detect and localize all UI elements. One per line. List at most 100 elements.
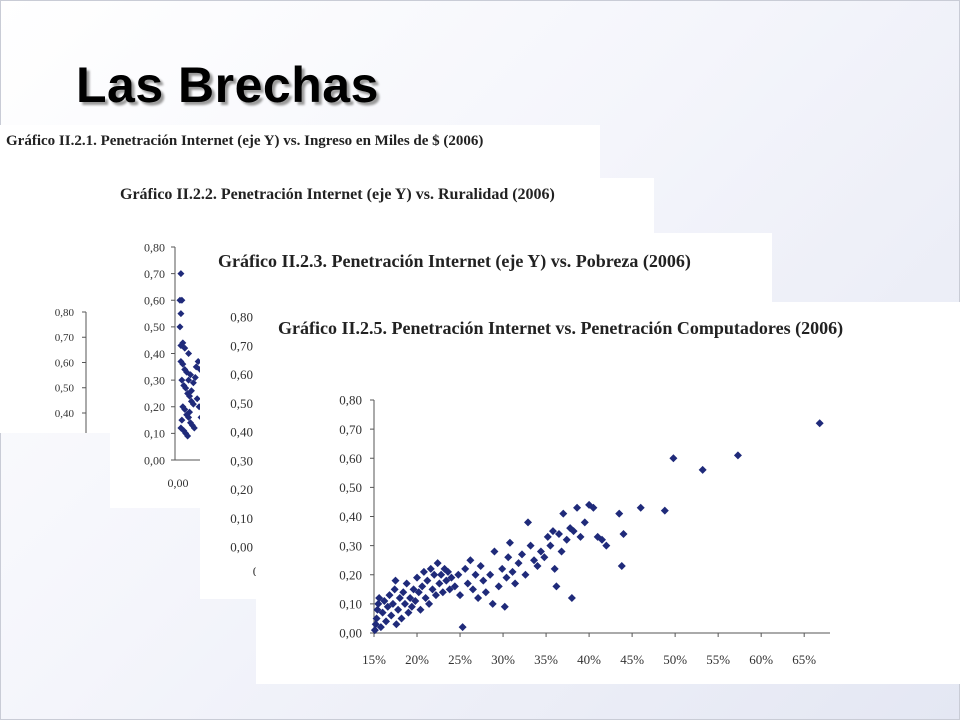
data-point-g225 bbox=[476, 562, 485, 571]
x-tick-label-g225: 55% bbox=[706, 652, 730, 667]
chart-card-computadores: Gráfico II.2.5. Penetración Internet vs.… bbox=[256, 302, 960, 684]
y-tick-label-g225: 0,10 bbox=[339, 597, 362, 612]
data-point-g225 bbox=[374, 599, 383, 608]
y-tick-label-g221: 0,70 bbox=[55, 332, 75, 344]
chart-title-ingreso: Gráfico II.2.1. Penetración Internet (ej… bbox=[6, 133, 484, 149]
data-point-g225 bbox=[636, 503, 645, 512]
x-tick-label-g225: 30% bbox=[491, 652, 515, 667]
data-point-g225 bbox=[391, 576, 400, 585]
data-point-g222 bbox=[181, 405, 189, 413]
y-tick-label-g222: 0,80 bbox=[144, 240, 165, 254]
data-point-g225 bbox=[425, 599, 434, 608]
y-tick-label-g223: 0,10 bbox=[230, 511, 253, 526]
data-point-g222 bbox=[185, 413, 193, 421]
data-point-g225 bbox=[471, 570, 480, 579]
data-point-g222 bbox=[177, 342, 185, 350]
x-tick-label-g225: 25% bbox=[448, 652, 472, 667]
data-point-g225 bbox=[399, 588, 408, 597]
data-point-g222 bbox=[180, 381, 188, 389]
data-point-g222 bbox=[186, 392, 194, 400]
data-point-g222 bbox=[177, 270, 185, 278]
data-point-g225 bbox=[589, 503, 598, 512]
data-point-g225 bbox=[514, 559, 523, 568]
data-point-g225 bbox=[388, 599, 397, 608]
data-point-g225 bbox=[445, 585, 454, 594]
data-point-g225 bbox=[530, 556, 539, 565]
data-point-g225 bbox=[372, 614, 381, 623]
data-point-g225 bbox=[585, 500, 594, 509]
y-tick-label-g223: 0,80 bbox=[230, 310, 253, 325]
data-point-g225 bbox=[536, 547, 545, 556]
data-point-g225 bbox=[490, 547, 499, 556]
data-point-g225 bbox=[376, 623, 385, 632]
data-point-g225 bbox=[413, 573, 422, 582]
x-tick-label-g225: 50% bbox=[663, 652, 687, 667]
data-point-g222 bbox=[182, 384, 190, 392]
y-tick-label-g222: 0,60 bbox=[144, 294, 165, 308]
data-point-g225 bbox=[602, 541, 611, 550]
data-point-g225 bbox=[508, 567, 517, 576]
data-point-g222 bbox=[176, 323, 184, 331]
data-point-g222 bbox=[179, 360, 187, 368]
data-point-g225 bbox=[395, 594, 404, 603]
y-tick-label-g221: 0,50 bbox=[55, 383, 75, 395]
x-tick-label-g225: 35% bbox=[534, 652, 558, 667]
data-point-g222 bbox=[187, 387, 195, 395]
data-point-g222 bbox=[183, 368, 191, 376]
y-tick-label-g225: 0,30 bbox=[339, 538, 362, 553]
data-point-g225 bbox=[437, 570, 446, 579]
data-point-g225 bbox=[517, 550, 526, 559]
data-point-g225 bbox=[521, 570, 530, 579]
data-point-g225 bbox=[468, 585, 477, 594]
data-point-g225 bbox=[580, 518, 589, 527]
chart-title-ruralidad: Gráfico II.2.2. Penetración Internet (ej… bbox=[120, 186, 555, 203]
chart-plot-ingreso: 0,800,700,600,500,400,300,200,100,00180 bbox=[55, 307, 87, 433]
y-tick-label-g223: 0,00 bbox=[230, 540, 253, 555]
data-point-g225 bbox=[562, 535, 571, 544]
data-point-g225 bbox=[419, 567, 428, 576]
data-point-g225 bbox=[390, 585, 399, 594]
y-tick-label-g222: 0,70 bbox=[144, 267, 165, 281]
data-point-g225 bbox=[552, 582, 561, 591]
x-tick-label-g225: 15% bbox=[362, 652, 386, 667]
data-point-g225 bbox=[619, 529, 628, 538]
y-tick-label-g222: 0,40 bbox=[144, 347, 165, 361]
y-tick-label-g223: 0,20 bbox=[230, 482, 253, 497]
data-point-g225 bbox=[382, 617, 391, 626]
data-point-g225 bbox=[733, 451, 742, 460]
data-point-g222 bbox=[181, 344, 189, 352]
data-point-g222 bbox=[178, 416, 186, 424]
data-point-g225 bbox=[400, 599, 409, 608]
x-tick-label-g225: 20% bbox=[405, 652, 429, 667]
data-point-g225 bbox=[447, 573, 456, 582]
data-point-g225 bbox=[406, 594, 415, 603]
data-point-g222 bbox=[189, 400, 197, 408]
data-point-g225 bbox=[669, 454, 678, 463]
y-tick-label-g223: 0,40 bbox=[230, 425, 253, 440]
data-point-g222 bbox=[177, 310, 185, 318]
data-point-g225 bbox=[411, 596, 420, 605]
data-point-g225 bbox=[423, 576, 432, 585]
data-point-g225 bbox=[543, 532, 552, 541]
data-point-g225 bbox=[461, 564, 470, 573]
data-point-g225 bbox=[540, 553, 549, 562]
y-tick-label-g225: 0,40 bbox=[339, 509, 362, 524]
data-point-g222 bbox=[188, 421, 196, 429]
data-point-g225 bbox=[548, 527, 557, 536]
data-point-g225 bbox=[438, 588, 447, 597]
data-point-g225 bbox=[380, 596, 389, 605]
chart-title-pobreza: Gráfico II.2.3. Penetración Internet (ej… bbox=[218, 251, 691, 271]
y-tick-label-g225: 0,60 bbox=[339, 451, 362, 466]
data-point-g225 bbox=[404, 608, 413, 617]
data-point-g225 bbox=[815, 419, 824, 428]
data-point-g225 bbox=[466, 556, 475, 565]
data-point-g225 bbox=[435, 579, 444, 588]
y-tick-label-g223: 0,60 bbox=[230, 367, 253, 382]
data-point-g225 bbox=[431, 591, 440, 600]
data-point-g225 bbox=[407, 602, 416, 611]
y-tick-label-g221: 0,60 bbox=[55, 357, 75, 369]
data-point-g222 bbox=[184, 432, 192, 440]
data-point-g222 bbox=[184, 389, 192, 397]
data-point-g222 bbox=[189, 379, 197, 387]
